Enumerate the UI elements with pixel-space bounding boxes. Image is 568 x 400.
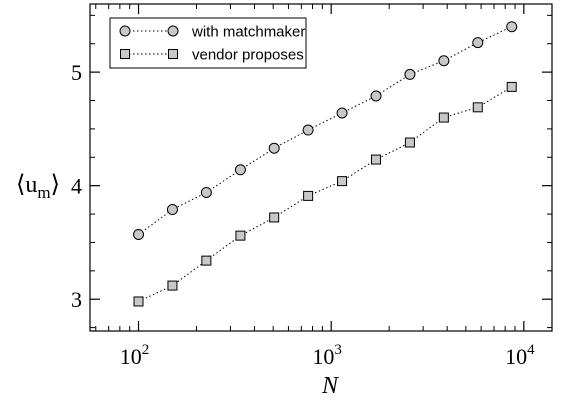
y-tick-label: 4 — [71, 174, 82, 199]
data-point — [438, 112, 449, 123]
y-tick-label: 5 — [71, 60, 82, 85]
data-point — [167, 280, 178, 291]
data-point — [506, 21, 518, 33]
data-point — [404, 137, 415, 148]
data-point — [472, 102, 483, 113]
x-axis-label: N — [321, 373, 340, 399]
data-point — [269, 212, 280, 223]
data-point — [133, 296, 144, 307]
data-point — [303, 190, 314, 201]
data-point — [337, 176, 348, 187]
data-point — [268, 142, 280, 154]
y-axis-label-subscript: m — [37, 183, 50, 202]
y-axis-label: ⟨um⟩ — [16, 172, 60, 202]
x-tick-label: 104 — [505, 342, 535, 369]
y-axis-label-open: ⟨u — [16, 172, 37, 198]
data-point — [438, 55, 450, 67]
legend-marker — [120, 49, 130, 59]
x-tick-label: 103 — [312, 342, 342, 369]
plot-frame — [89, 3, 553, 332]
data-point — [201, 255, 212, 266]
data-point — [234, 164, 246, 176]
data-point — [302, 124, 314, 136]
data-point — [472, 37, 484, 49]
data-point — [336, 107, 348, 119]
series-layer — [133, 21, 518, 307]
series-line — [138, 86, 512, 302]
series-vendor-proposes — [133, 81, 517, 307]
data-point — [235, 230, 246, 241]
legend-box — [109, 17, 307, 69]
y-axis-label-close: ⟩ — [51, 172, 60, 198]
data-point — [506, 81, 517, 92]
data-point — [133, 228, 145, 240]
legend: with matchmaker vendor proposes — [109, 17, 307, 69]
legend-entry-with-matchmaker — [119, 25, 179, 37]
legend-marker — [119, 25, 131, 37]
legend-marker — [168, 49, 178, 59]
series-with-matchmaker — [133, 21, 518, 240]
legend-label-vendor-proposes: vendor proposes — [192, 47, 304, 64]
data-point — [371, 154, 382, 165]
axis-ticks: 102 103 104 3 4 5 — [71, 4, 552, 369]
legend-marker — [167, 25, 179, 37]
y-tick-label: 3 — [71, 287, 82, 312]
data-point — [370, 90, 382, 102]
x-tick-label: 102 — [120, 342, 150, 369]
data-point — [404, 68, 416, 80]
data-point — [166, 204, 178, 216]
legend-label-with-matchmaker: with matchmaker — [191, 24, 305, 41]
data-point — [200, 186, 212, 198]
legend-entry-vendor-proposes — [120, 49, 178, 59]
